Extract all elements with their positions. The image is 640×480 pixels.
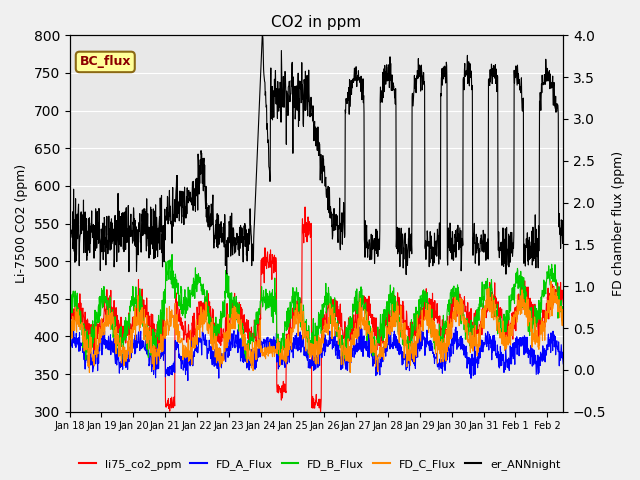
- Y-axis label: Li-7500 CO2 (ppm): Li-7500 CO2 (ppm): [15, 164, 28, 283]
- Text: BC_flux: BC_flux: [79, 56, 131, 69]
- Y-axis label: FD chamber flux (ppm): FD chamber flux (ppm): [612, 151, 625, 296]
- Legend: li75_co2_ppm, FD_A_Flux, FD_B_Flux, FD_C_Flux, er_ANNnight: li75_co2_ppm, FD_A_Flux, FD_B_Flux, FD_C…: [75, 455, 565, 474]
- Title: CO2 in ppm: CO2 in ppm: [271, 15, 362, 30]
